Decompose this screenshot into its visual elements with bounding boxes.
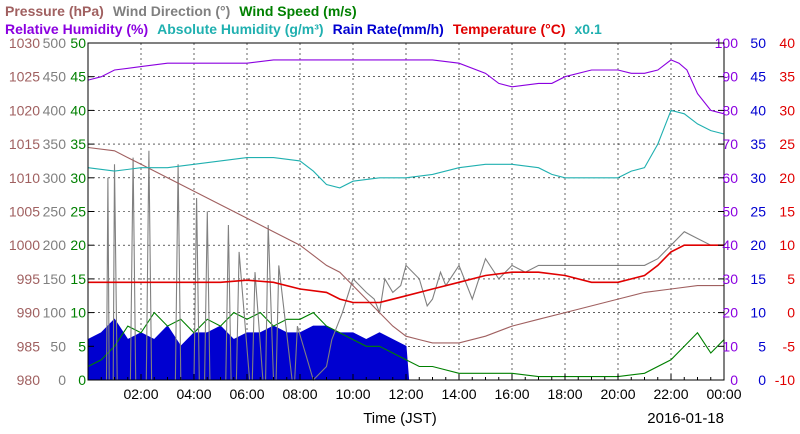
y-tick-label-wind_direction: 200	[43, 237, 67, 253]
y-tick-label-humidity: 60	[722, 170, 738, 186]
y-tick-label-pressure: 980	[17, 372, 41, 388]
y-tick-label-wind_direction: 300	[43, 170, 67, 186]
y-tick-label-rain_rate: 20	[750, 237, 766, 253]
y-tick-label-temperature: 10	[779, 237, 795, 253]
right-axes: 0102030405060708090100051015202530354045…	[715, 35, 796, 388]
x-tick-label: 22:00	[653, 386, 688, 402]
x-tick-label: 18:00	[547, 386, 582, 402]
y-tick-label-humidity: 80	[722, 102, 738, 118]
y-tick-label-temperature: 5	[787, 271, 795, 287]
y-tick-label-temperature: 25	[779, 136, 795, 152]
y-tick-label-wind_speed: 40	[70, 102, 86, 118]
x-tick-label: 14:00	[441, 386, 476, 402]
y-tick-label-rain_rate: 25	[750, 204, 766, 220]
legend-entry: Temperature (°C)	[453, 21, 566, 37]
x-tick-label: 20:00	[600, 386, 635, 402]
y-tick-label-wind_speed: 10	[70, 305, 86, 321]
series-pressure-hpa	[87, 146, 724, 344]
series-wind-speed-m-s	[87, 311, 725, 378]
y-tick-label-temperature: 30	[779, 102, 795, 118]
y-tick-label-rain_rate: 10	[750, 305, 766, 321]
y-tick-label-pressure: 1025	[9, 69, 40, 85]
y-tick-label-humidity: 70	[722, 136, 738, 152]
y-tick-label-temperature: -10	[775, 372, 795, 388]
y-tick-label-wind_speed: 45	[70, 69, 86, 85]
y-tick-label-humidity: 90	[722, 69, 738, 85]
x-axis: 02:00 04:00 06:00 08:00 10:00 12:00 14:00 16:00…	[100, 374, 742, 402]
y-tick-label-pressure: 990	[17, 305, 41, 321]
left-axes: 9809859909951000100510101015102010251030…	[9, 35, 94, 388]
y-tick-label-temperature: 20	[779, 170, 795, 186]
legend-entry: Absolute Humidity (g/m³)	[157, 21, 323, 37]
y-tick-label-rain_rate: 40	[750, 102, 766, 118]
y-tick-label-wind_speed: 25	[70, 204, 86, 220]
y-tick-label-rain_rate: 30	[750, 170, 766, 186]
y-tick-label-wind_speed: 50	[70, 35, 86, 51]
date-label: 2016-01-18	[647, 410, 724, 427]
y-tick-label-wind_direction: 50	[50, 338, 66, 354]
y-tick-label-wind_direction: 350	[43, 136, 67, 152]
y-tick-label-temperature: 40	[779, 35, 795, 51]
y-tick-label-wind_speed: 30	[70, 170, 86, 186]
legend-entry: Rain Rate(mm/h)	[333, 21, 444, 37]
x-tick-label: 04:00	[176, 386, 211, 402]
y-tick-label-wind_speed: 15	[70, 271, 86, 287]
y-tick-label-rain_rate: 45	[750, 69, 766, 85]
legend-entry: x0.1	[575, 21, 602, 37]
y-tick-label-temperature: 35	[779, 69, 795, 85]
x-tick-label: 00:00	[706, 386, 741, 402]
y-tick-label-humidity: 100	[715, 35, 739, 51]
y-tick-label-humidity: 50	[722, 204, 738, 220]
x-tick-label: 10:00	[335, 386, 370, 402]
legend-entry: Wind Speed (m/s)	[239, 3, 356, 19]
legend-entry: Relative Humidity (%)	[5, 21, 148, 37]
y-tick-label-humidity: 0	[730, 372, 738, 388]
y-tick-label-wind_direction: 500	[43, 35, 67, 51]
x-tick-label: 06:00	[229, 386, 264, 402]
series-temperature-c	[88, 244, 724, 304]
y-tick-label-humidity: 20	[722, 305, 738, 321]
y-tick-label-pressure: 1010	[9, 170, 40, 186]
y-tick-label-humidity: 10	[722, 338, 738, 354]
y-tick-label-pressure: 1030	[9, 35, 40, 51]
series-relative-humidity	[87, 59, 725, 115]
y-tick-label-temperature: 15	[779, 204, 795, 220]
y-tick-label-rain_rate: 50	[750, 35, 766, 51]
x-axis-label: Time (JST)	[363, 410, 437, 427]
y-tick-label-temperature: 0	[787, 305, 795, 321]
series-absolute-humidity-g-m	[87, 109, 725, 189]
y-tick-label-wind_speed: 20	[70, 237, 86, 253]
y-tick-label-wind_direction: 250	[43, 204, 67, 220]
y-tick-label-pressure: 1015	[9, 136, 40, 152]
y-tick-label-pressure: 995	[17, 271, 41, 287]
y-tick-label-rain_rate: 0	[758, 372, 766, 388]
y-tick-label-wind_direction: 100	[43, 305, 67, 321]
x-tick-label: 02:00	[123, 386, 158, 402]
y-tick-label-pressure: 1005	[9, 204, 40, 220]
y-tick-label-pressure: 1000	[9, 237, 40, 253]
y-tick-label-wind_direction: 400	[43, 102, 67, 118]
legend-entry: Pressure (hPa)	[5, 3, 104, 19]
y-tick-label-rain_rate: 35	[750, 136, 766, 152]
y-tick-label-wind_direction: 450	[43, 69, 67, 85]
y-tick-label-pressure: 1020	[9, 102, 40, 118]
y-tick-label-humidity: 30	[722, 271, 738, 287]
y-tick-label-temperature: -5	[783, 338, 796, 354]
y-tick-label-rain_rate: 5	[758, 338, 766, 354]
y-tick-label-pressure: 985	[17, 338, 41, 354]
y-tick-label-wind_speed: 35	[70, 136, 86, 152]
y-tick-label-wind_direction: 0	[58, 372, 66, 388]
y-tick-label-wind_speed: 5	[78, 338, 86, 354]
y-tick-label-humidity: 40	[722, 237, 738, 253]
y-tick-label-rain_rate: 15	[750, 271, 766, 287]
y-tick-label-wind_direction: 150	[43, 271, 67, 287]
x-tick-label: 16:00	[494, 386, 529, 402]
legend: Pressure (hPa) Wind Direction (°) Wind Spe…	[5, 3, 602, 37]
y-tick-label-wind_speed: 0	[78, 372, 86, 388]
x-tick-label: 12:00	[388, 386, 423, 402]
x-tick-label: 08:00	[282, 386, 317, 402]
legend-entry: Wind Direction (°)	[113, 3, 230, 19]
